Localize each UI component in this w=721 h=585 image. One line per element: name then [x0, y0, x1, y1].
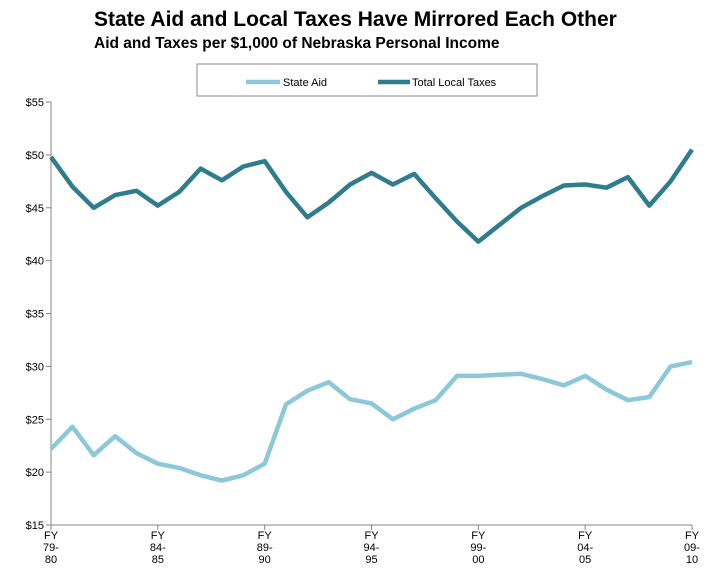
y-tick-label: $40	[26, 256, 44, 268]
x-tick-label: 90	[259, 554, 271, 566]
x-tick-label: 85	[152, 554, 164, 566]
x-tick-label: FY	[44, 530, 59, 542]
x-tick-label: FY	[151, 530, 166, 542]
legend-label: Total Local Taxes	[412, 77, 497, 89]
chart-subtitle: Aid and Taxes per $1,000 of Nebraska Per…	[94, 35, 500, 52]
x-tick-label: FY	[578, 530, 593, 542]
y-tick-label: $20	[26, 467, 44, 479]
x-tick-label: FY	[685, 530, 700, 542]
x-tick-label: 84-	[150, 542, 166, 554]
x-tick-label: FY	[364, 530, 379, 542]
series-line-state-aid	[49, 359, 693, 483]
chart-title: State Aid and Local Taxes Have Mirrored …	[94, 8, 617, 31]
x-tick-label: 89-	[257, 542, 273, 554]
y-tick-label: $15	[26, 520, 44, 532]
x-tick-label: 09-	[684, 542, 700, 554]
x-tick-label: FY	[258, 530, 273, 542]
series-line-total-local-taxes	[49, 148, 694, 244]
y-tick-label: $25	[26, 414, 44, 426]
x-tick-label: 00	[472, 554, 484, 566]
x-tick-label: 04-	[577, 542, 593, 554]
y-tick-label: $30	[26, 361, 44, 373]
x-tick-label: 95	[365, 554, 377, 566]
x-tick-label: 05	[579, 554, 591, 566]
y-tick-label: $35	[26, 309, 44, 321]
x-tick-label: 99-	[470, 542, 486, 554]
x-tick-label: 10	[686, 554, 698, 566]
x-tick-label: 79-	[43, 542, 59, 554]
y-tick-label: $50	[26, 150, 44, 162]
x-tick-label: 80	[45, 554, 57, 566]
legend-label: State Aid	[283, 77, 327, 89]
x-tick-label: 94-	[364, 542, 380, 554]
x-tick-label: FY	[471, 530, 486, 542]
y-tick-label: $55	[26, 97, 44, 109]
y-tick-label: $45	[26, 203, 44, 215]
